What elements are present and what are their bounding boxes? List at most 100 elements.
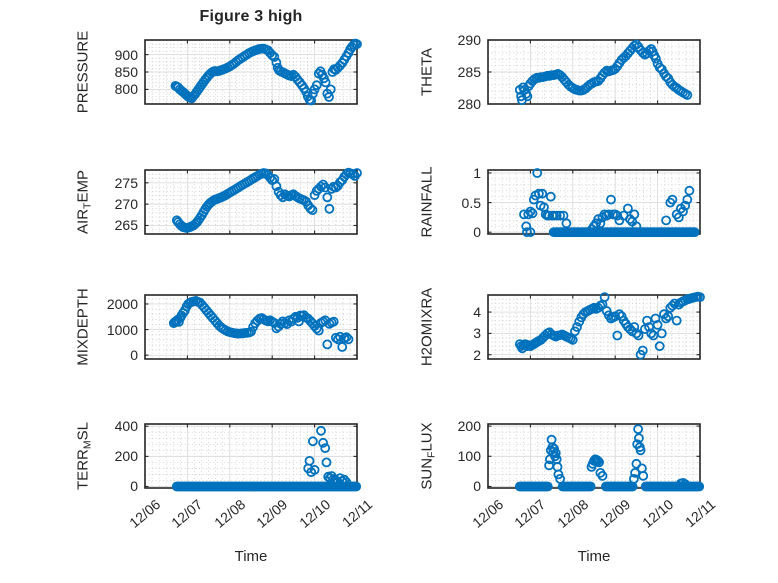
data-point-marker <box>332 334 343 345</box>
data-point-marker <box>341 332 352 343</box>
y-tick-label: 200 <box>457 418 481 435</box>
subplot-air-temp <box>144 167 362 235</box>
data-point-marker <box>537 188 548 199</box>
y-tick-label: 850 <box>114 64 138 80</box>
data-point-marker <box>246 326 256 337</box>
y-tick-label: 0.5 <box>461 194 481 211</box>
data-point-marker <box>316 425 326 436</box>
data-point-marker <box>321 457 332 468</box>
data-point-marker <box>635 445 646 456</box>
y-tick-label: 2000 <box>106 295 138 312</box>
y-tick-label: 280 <box>457 96 481 112</box>
y-tick-label: 100 <box>457 448 481 465</box>
x-tick-label: 12/08 <box>210 496 249 531</box>
ylabel-text: EMP <box>74 170 92 203</box>
data-point-marker <box>555 210 565 221</box>
subplot-sun-flux <box>487 423 705 492</box>
ylabel-text: SUN <box>418 457 436 490</box>
data-point-marker <box>271 181 282 192</box>
sun-flux-y-axis-label: SUNFLUX <box>419 422 438 489</box>
h2omixra-y-axis-label: H2OMIXRA <box>419 288 438 366</box>
data-point-marker <box>267 50 278 61</box>
data-point-marker <box>325 84 336 95</box>
data-point-marker <box>689 227 700 238</box>
data-point-marker <box>343 334 354 345</box>
data-point-marker <box>629 322 640 332</box>
data-point-marker <box>663 311 674 322</box>
ylabel-text: RAINFALL <box>418 166 436 238</box>
data-point-marker <box>612 330 623 341</box>
y-tick-label: 200 <box>114 448 138 465</box>
ylabel-text: MIXDEPTH <box>74 288 92 366</box>
data-point-marker <box>612 210 623 221</box>
subplot-theta <box>487 39 701 106</box>
ylabel-subscript: F <box>425 451 438 458</box>
axes-box <box>144 294 358 360</box>
data-point-marker <box>551 210 562 221</box>
y-tick-label: 1000 <box>106 321 138 338</box>
data-point-marker <box>638 470 649 481</box>
theta-y-axis-label: THETA <box>419 48 438 96</box>
y-tick-label: 400 <box>114 418 138 435</box>
ylabel-text: AIR <box>74 208 92 234</box>
y-tick-label: 290 <box>457 32 481 48</box>
data-point-marker <box>678 206 688 217</box>
data-point-marker <box>631 328 642 339</box>
data-point-marker <box>667 300 678 311</box>
data-point-marker <box>637 47 648 58</box>
y-tick-label: 1 <box>473 164 481 181</box>
data-point-marker <box>633 424 643 435</box>
data-point-marker <box>656 328 667 339</box>
pressure-y-axis-label: PRESSURE <box>75 31 94 114</box>
terr-msl-y-axis-label: TERRMSL <box>75 422 94 490</box>
data-point-marker <box>322 339 333 350</box>
data-point-marker <box>316 181 326 192</box>
axes-box <box>144 169 358 235</box>
data-point-marker <box>646 328 657 339</box>
ylabel-text: H2OMIXRA <box>418 287 436 367</box>
data-point-marker <box>623 203 633 214</box>
data-point-marker <box>644 322 654 332</box>
data-point-marker <box>522 91 533 102</box>
data-point-marker <box>561 218 572 229</box>
x-tick-label: 12/07 <box>168 496 206 531</box>
data-point-marker <box>542 481 553 492</box>
y-tick-label: 4 <box>473 304 481 321</box>
ylabel-text: TERR <box>74 449 92 490</box>
figure-title: Figure 3 high <box>199 8 303 25</box>
data-point-marker <box>597 470 608 481</box>
x-tick-label: 12/11 <box>338 496 376 531</box>
data-point-marker <box>661 215 671 226</box>
data-point-marker <box>304 455 315 466</box>
subplot-h2omixra <box>487 291 705 360</box>
data-point-marker <box>337 342 348 352</box>
x-tick-label: 12/11 <box>681 496 719 531</box>
data-point-marker <box>534 188 544 199</box>
data-point-marker <box>311 80 322 91</box>
x-tick-label: 12/06 <box>469 496 507 531</box>
ylabel-text: LUX <box>418 422 436 452</box>
ylabel-text: PRESSURE <box>74 30 92 114</box>
data-point-marker <box>522 227 532 238</box>
data-point-marker <box>614 309 625 320</box>
data-point-marker <box>695 292 705 303</box>
data-point-marker <box>525 206 536 217</box>
mixdepth-y-axis-label: MIXDEPTH <box>75 288 94 366</box>
ylabel-text: THETA <box>418 47 436 97</box>
data-point-marker <box>684 185 695 196</box>
data-point-marker <box>309 464 320 475</box>
subplot-terr-msl <box>144 423 362 492</box>
x-tick-label: 12/07 <box>511 496 549 531</box>
data-point-marker <box>545 191 556 202</box>
data-point-marker <box>550 448 561 459</box>
data-point-marker <box>592 455 603 466</box>
data-point-marker <box>682 194 693 205</box>
data-point-marker <box>651 53 661 64</box>
data-point-marker <box>351 481 362 492</box>
y-tick-label: 0 <box>130 478 138 495</box>
data-point-marker <box>682 90 693 100</box>
data-point-marker <box>525 227 536 238</box>
x-tick-label: 12/10 <box>295 496 333 531</box>
data-point-marker <box>553 469 564 480</box>
